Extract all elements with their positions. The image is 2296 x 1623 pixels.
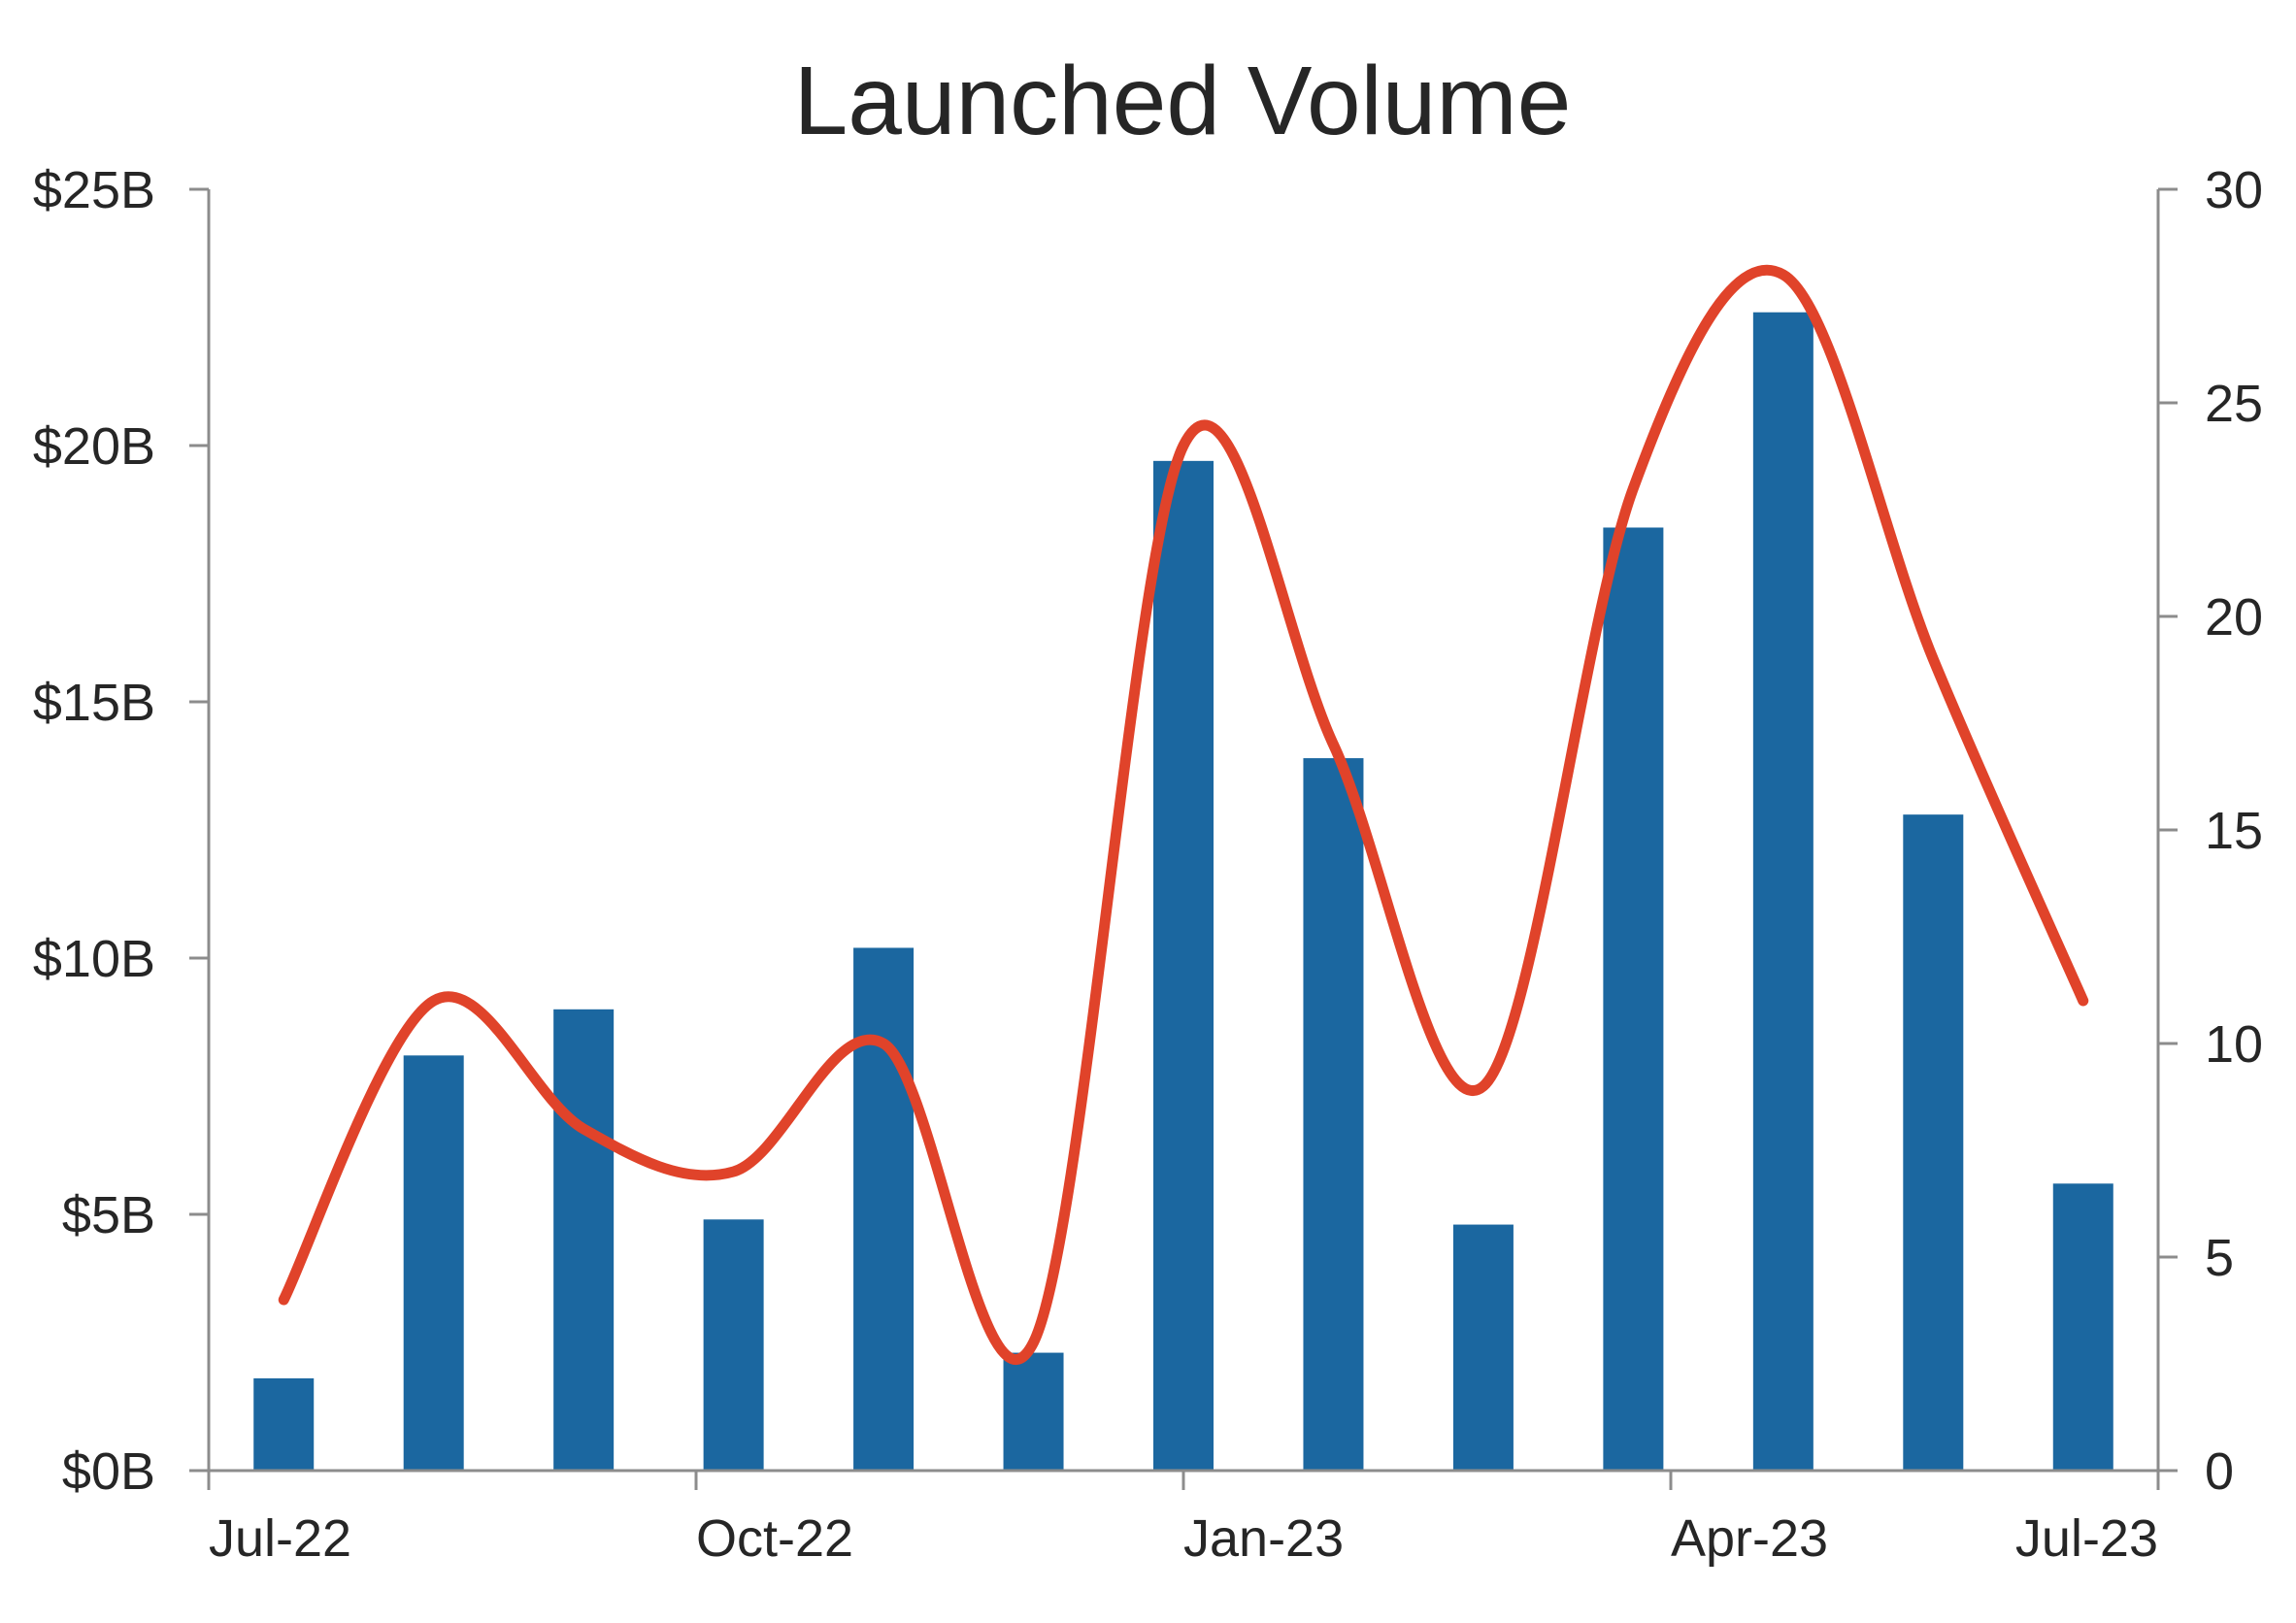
bar-2023-04 [1603,527,1664,1471]
bar-2022-12 [1003,1352,1064,1471]
left-y-tick-label: $10B [33,930,155,988]
bar-2023-01 [1153,460,1214,1472]
bar-2022-08 [403,1055,464,1471]
axes: $0B $5B $10B $15B $20B $25B 0 5 10 15 20 25 30 Jul-22… [33,161,2263,1568]
right-y-tick-label: 20 [2205,588,2263,646]
bar-2022-07 [253,1377,315,1471]
bar-2023-06 [1903,814,1964,1471]
x-tick-label: Jan-23 [1183,1509,1344,1568]
right-y-tick-label: 5 [2205,1229,2234,1287]
bar-2023-02 [1303,758,1364,1471]
line-series [278,264,2089,1365]
bar-2022-09 [553,1009,615,1471]
left-y-tick-label: $15B [33,674,155,732]
x-tick-label: Apr-23 [1671,1509,1828,1568]
chart-title: Launched Volume [794,47,1572,155]
x-tick-label: Jul-22 [209,1509,351,1568]
left-y-tick-label: $0B [62,1442,155,1501]
bar-2022-10 [703,1219,764,1471]
x-tick-label: Jul-23 [2015,1509,2158,1568]
bar-2023-03 [1452,1224,1514,1471]
right-y-tick-label: 0 [2205,1442,2234,1501]
bar-2023-05 [1752,312,1814,1472]
line-series-path [278,264,2089,1365]
right-y-tick-label: 25 [2205,375,2263,433]
bar-2022-11 [853,947,915,1471]
bar-2023-07 [2052,1183,2113,1471]
right-y-tick-label: 15 [2205,802,2263,860]
right-y-tick-label: 30 [2205,161,2263,219]
bar-series [253,312,2113,1472]
x-tick-label: Oct-22 [696,1509,853,1568]
left-y-tick-label: $20B [33,417,155,476]
left-y-tick-label: $5B [62,1186,155,1244]
left-y-tick-label: $25B [33,161,155,219]
right-y-tick-label: 10 [2205,1015,2263,1074]
